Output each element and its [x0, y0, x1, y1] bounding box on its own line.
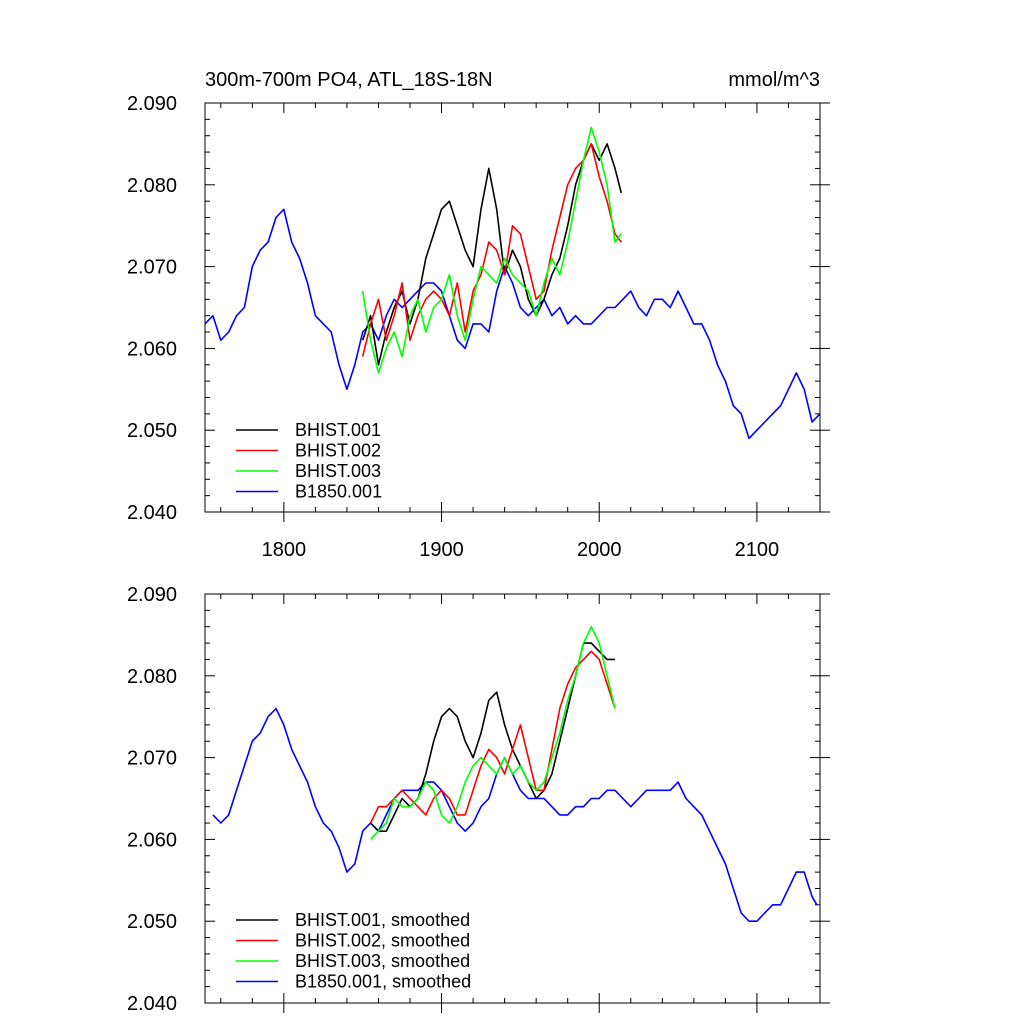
top-y-tick-label: 2.080	[127, 175, 177, 197]
bottom-y-tick-label: 2.080	[127, 666, 177, 688]
top-y-tick-label: 2.040	[127, 502, 177, 524]
bottom-legend-label-b1850-001-smoothed: B1850.001, smoothed	[295, 972, 471, 992]
top-x-tick-label: 1900	[419, 539, 464, 561]
top-y-tick-label: 2.070	[127, 257, 177, 279]
top-series-line-b1850-001	[205, 208, 820, 440]
bottom-series-line-bhist-002-smoothed	[369, 650, 616, 824]
bottom-y-tick-label: 2.070	[127, 748, 177, 770]
top-series-line-bhist-002	[361, 143, 622, 357]
bottom-axes: 2.040 2.050 2.060 2.070 2.080 2.090	[127, 584, 830, 1015]
bottom-y-tick-label: 2.040	[127, 993, 177, 1015]
top-x-tick-label: 2100	[735, 539, 780, 561]
top-chart-title: 300m-700m PO4, ATL_18S-18N	[205, 69, 493, 91]
top-series-line-bhist-003	[361, 126, 622, 374]
bottom-plot-frame	[204, 593, 821, 1004]
top-x-tick-label: 1800	[262, 539, 307, 561]
bottom-legend-label-bhist-001-smoothed: BHIST.001, smoothed	[295, 910, 470, 930]
bottom-legend-label-bhist-003-smoothed: BHIST.003, smoothed	[295, 951, 470, 971]
bottom-series-line-bhist-003-smoothed	[370, 625, 616, 840]
top-chart-panel: 300m-700m PO4, ATL_18S-18N mmol/m^3 1800…	[127, 69, 830, 561]
bottom-y-tick-label: 2.060	[127, 829, 177, 851]
bottom-series-group	[212, 625, 818, 922]
top-legend-label-bhist-002: BHIST.002	[295, 441, 381, 461]
top-axes: 1800 1900 2000 2100 2.040 2.050 2.060 2.070 2.08…	[127, 93, 830, 561]
top-legend-label-b1850-001: B1850.001	[295, 482, 382, 502]
top-chart-units: mmol/m^3	[728, 69, 820, 91]
top-series-group	[205, 126, 820, 440]
top-legend-label-bhist-003: BHIST.003	[295, 461, 381, 481]
top-y-tick-label: 2.090	[127, 93, 177, 115]
bottom-y-tick-label: 2.050	[127, 911, 177, 933]
top-y-tick-label: 2.060	[127, 338, 177, 360]
top-legend-label-bhist-001: BHIST.001	[295, 420, 381, 440]
bottom-series-line-b1850-001-smoothed	[212, 707, 818, 922]
top-x-tick-label: 2000	[577, 539, 622, 561]
top-plot-frame	[204, 102, 821, 513]
top-y-tick-label: 2.050	[127, 420, 177, 442]
bottom-chart-panel: 2.040 2.050 2.060 2.070 2.080 2.090 BHIST.001,…	[127, 584, 830, 1015]
bottom-y-tick-label: 2.090	[127, 584, 177, 606]
bottom-legend-label-bhist-002-smoothed: BHIST.002, smoothed	[295, 931, 470, 951]
